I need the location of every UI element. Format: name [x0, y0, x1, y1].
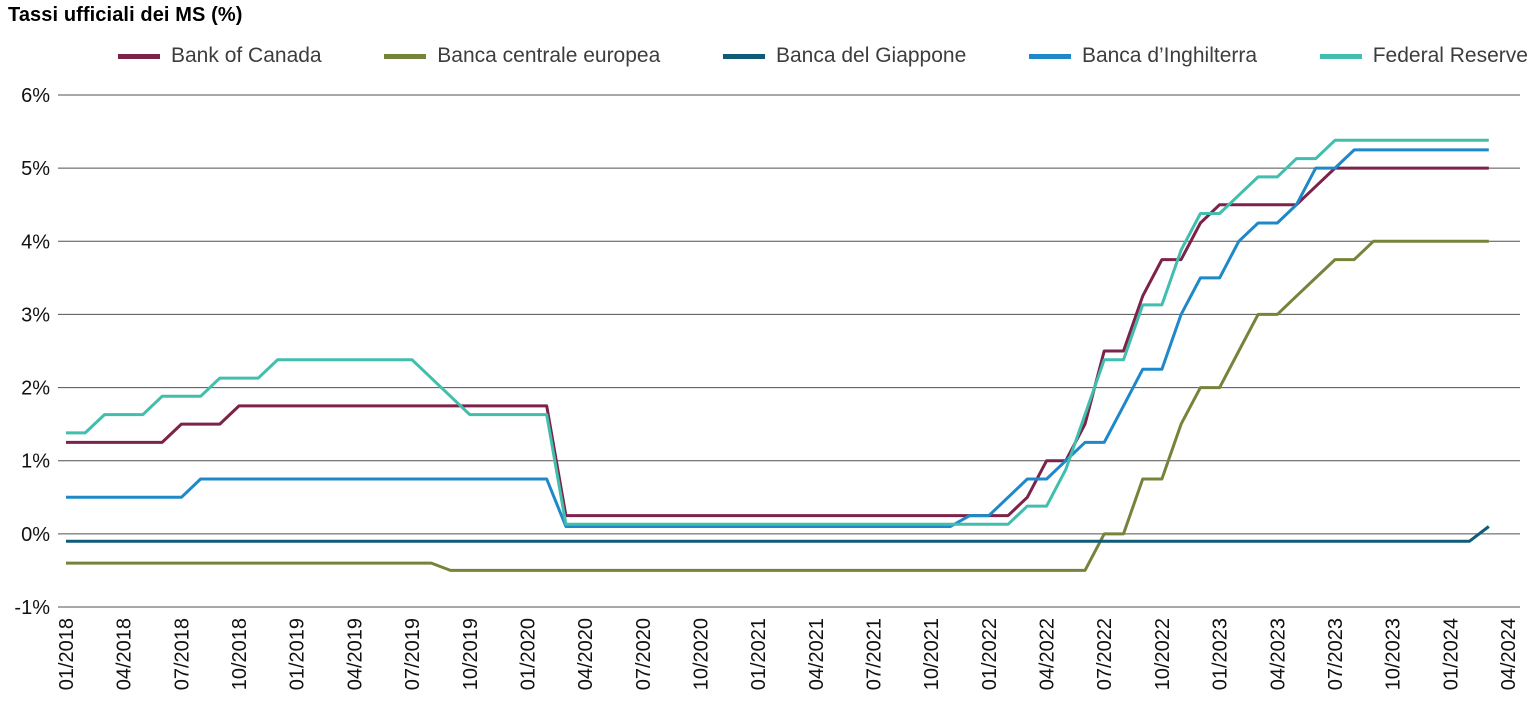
- series-line-banca-d-inghilterra: [66, 148, 1489, 528]
- legend-label: Banca centrale europea: [437, 44, 661, 67]
- x-axis-label: 04/2019: [344, 618, 366, 690]
- legend-label: Banca del Giappone: [775, 44, 967, 67]
- x-axis-label: 10/2022: [1152, 618, 1174, 690]
- legend-item-banca-d-inghilterra: Banca d’Inghilterra: [1028, 44, 1258, 68]
- x-axis-label: 01/2021: [748, 618, 770, 690]
- legend-swatch-icon: [1319, 53, 1362, 59]
- x-axis-label: 07/2019: [402, 618, 424, 690]
- x-axis-label: 07/2018: [171, 618, 193, 690]
- x-axis-label: 04/2024: [1498, 618, 1520, 690]
- x-axis-label: 01/2024: [1440, 618, 1462, 690]
- x-axis-label: 01/2020: [517, 618, 539, 690]
- x-axis-label: 10/2021: [921, 618, 943, 690]
- x-axis-label: 01/2022: [979, 618, 1001, 690]
- x-axis-label: 10/2023: [1383, 618, 1405, 690]
- series-line-bank-of-canada: [66, 166, 1489, 518]
- legend-swatch-icon: [1028, 53, 1071, 59]
- x-axis-label: 04/2022: [1037, 618, 1059, 690]
- legend-swatch-icon: [384, 53, 427, 59]
- y-axis-label: 4%: [21, 231, 50, 253]
- x-axis-label: 10/2018: [229, 618, 251, 690]
- chart-title: Tassi ufficiali dei MS (%): [8, 4, 243, 26]
- x-axis-label: 04/2018: [114, 618, 136, 690]
- series-line-banca-del-giappone: [66, 525, 1490, 543]
- legend-item-banca-centrale-europea: Banca centrale europea: [384, 44, 660, 68]
- x-axis-label: 01/2019: [287, 618, 309, 690]
- x-axis-label: 10/2020: [690, 618, 712, 690]
- legend-swatch-icon: [722, 53, 765, 59]
- y-axis-label: 5%: [21, 158, 50, 180]
- y-axis-label: 6%: [21, 85, 50, 107]
- legend-item-bank-of-canada: Bank of Canada: [118, 44, 322, 68]
- y-axis-label: -1%: [14, 597, 50, 619]
- x-axis-label: 04/2021: [806, 618, 828, 690]
- y-axis-label: 3%: [21, 304, 50, 326]
- legend-label: Banca d’Inghilterra: [1081, 44, 1258, 67]
- legend-item-federal-reserve: Federal Reserve: [1319, 44, 1528, 68]
- y-axis-label: 1%: [21, 451, 50, 473]
- x-axis-label: 01/2023: [1210, 618, 1232, 690]
- chart-legend: Bank of Canada Banca centrale europea Banc…: [118, 38, 1528, 74]
- series-line-federal-reserve: [66, 138, 1489, 526]
- y-axis-label: 0%: [21, 524, 50, 546]
- series-line-banca-centrale-europea: [66, 239, 1489, 572]
- legend-label: Federal Reserve: [1372, 44, 1528, 67]
- x-axis-label: 07/2021: [864, 618, 886, 690]
- x-axis-label: 10/2019: [460, 618, 482, 690]
- x-axis-label: 01/2018: [56, 618, 78, 690]
- legend-label: Bank of Canada: [171, 44, 322, 67]
- y-axis-label: 2%: [21, 378, 50, 400]
- x-axis-label: 07/2022: [1094, 618, 1116, 690]
- x-axis-label: 07/2020: [633, 618, 655, 690]
- legend-swatch-icon: [118, 53, 160, 59]
- x-axis-label: 07/2023: [1325, 618, 1347, 690]
- legend-item-banca-del-giappone: Banca del Giappone: [722, 44, 967, 68]
- x-axis-label: 04/2020: [575, 618, 597, 690]
- x-axis-label: 04/2023: [1267, 618, 1289, 690]
